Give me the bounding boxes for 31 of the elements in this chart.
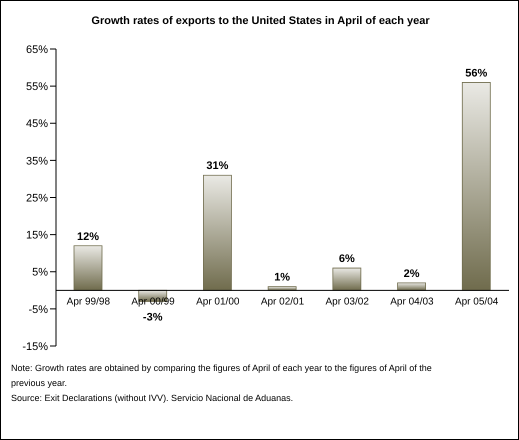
data-label: 56% xyxy=(465,67,488,80)
data-label: 6% xyxy=(338,253,356,266)
y-tick-label: 15% xyxy=(26,230,48,242)
bar xyxy=(268,286,297,291)
x-tick-label: Apr 04/03 xyxy=(390,296,434,308)
y-tick-label: 65% xyxy=(26,44,48,56)
x-tick-label: Apr 99/98 xyxy=(66,296,110,308)
x-tick-label: Apr 01/00 xyxy=(196,296,240,308)
data-label: 2% xyxy=(404,268,420,280)
y-tick-label: 25% xyxy=(26,192,48,204)
y-tick-label: -5% xyxy=(28,304,48,316)
text: Note: Growth rates are obtained by comparing the figures of April of each year to the figures of April of the previous year. xyxy=(11,362,433,390)
bar xyxy=(332,268,362,291)
x-tick-label: Apr 02/01 xyxy=(260,296,305,308)
x-tick-label: Apr 03/02 xyxy=(326,296,370,308)
data-label: 12% xyxy=(76,230,100,243)
data-label: 31% xyxy=(206,160,229,172)
x-tick-label: Apr 05/04 xyxy=(454,296,499,308)
bar xyxy=(203,174,232,291)
bar xyxy=(462,82,491,291)
source-note: Source: Exit Declarations (without IVV). Servicio Nacional de Aduanas. xyxy=(11,392,294,405)
y-tick-label: 5% xyxy=(32,266,48,279)
data-label: -3% xyxy=(142,311,163,324)
y-tick-label: 35% xyxy=(26,155,48,168)
y-tick-label: -15% xyxy=(22,340,48,353)
y-tick-label: 45% xyxy=(26,118,48,130)
data-label: 1% xyxy=(274,272,290,284)
bar xyxy=(397,282,426,291)
y-tick-label: 55% xyxy=(26,81,48,94)
bar xyxy=(74,245,102,291)
chart-title: Growth rates of exports to the United States in April of each year xyxy=(90,15,431,27)
